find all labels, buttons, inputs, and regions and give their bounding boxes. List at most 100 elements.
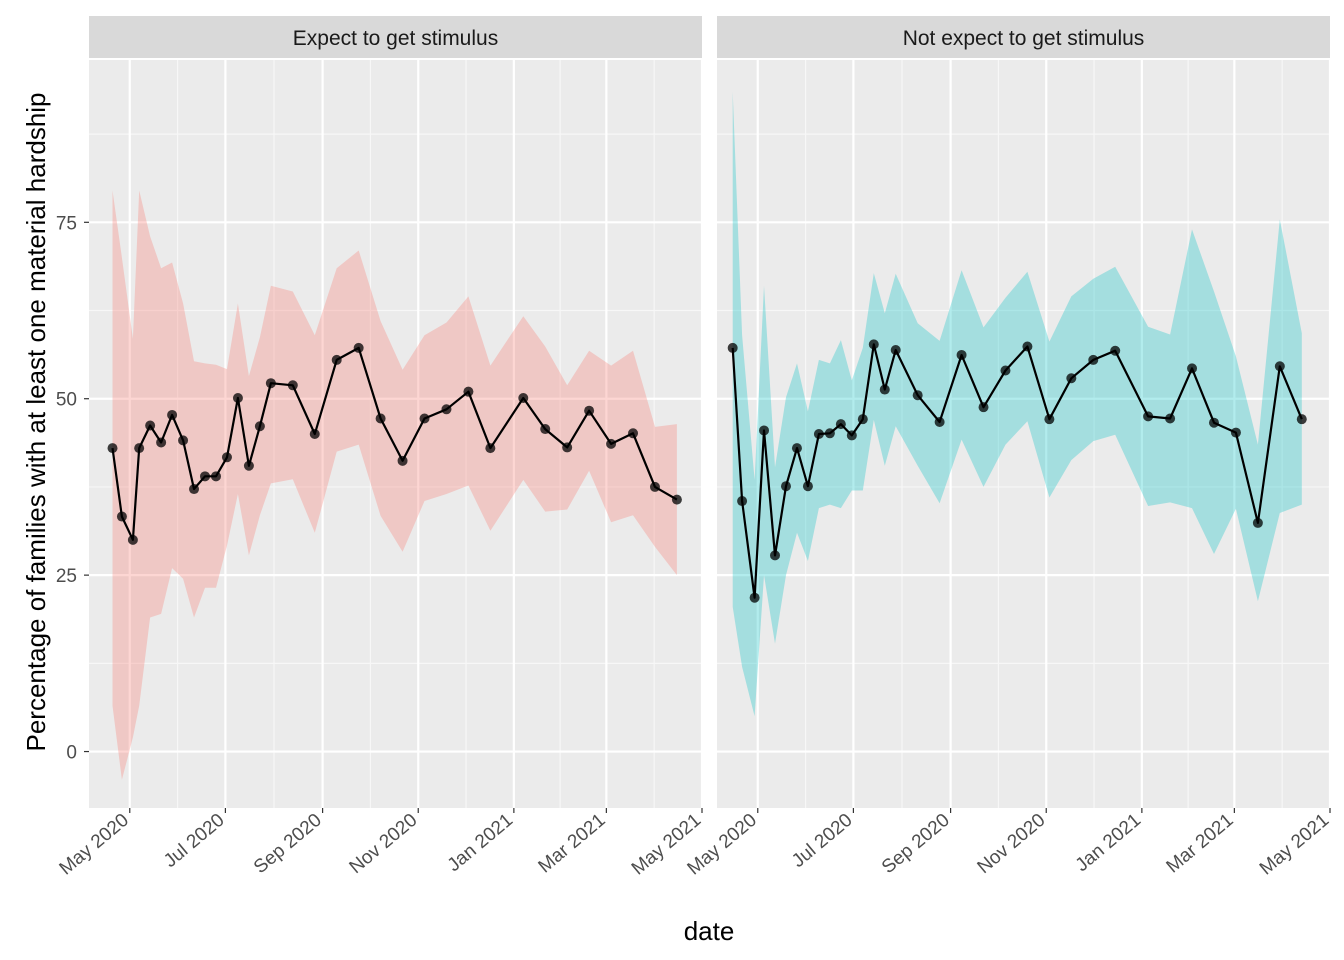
y-tick-label: 50 <box>56 390 77 411</box>
data-point <box>857 414 868 425</box>
x-tick-label: Sep 2020 <box>878 810 954 878</box>
data-point <box>727 342 738 353</box>
data-point <box>628 428 639 439</box>
plot-background <box>89 60 702 808</box>
panel-1: Expect to get stimulus 0 25 50 75 May 2020 Jul… <box>56 16 705 880</box>
series-line <box>731 343 1303 599</box>
data-point <box>879 384 890 395</box>
data-point <box>1252 517 1263 528</box>
data-point <box>759 425 770 436</box>
data-point <box>1110 345 1121 356</box>
data-point <box>934 417 945 428</box>
data-point <box>1000 365 1011 376</box>
data-point <box>606 438 617 449</box>
x-tick-label: May 2020 <box>56 810 133 880</box>
data-point <box>127 534 138 545</box>
x-axis-title: date <box>684 916 735 946</box>
y-tick-label: 75 <box>56 213 77 234</box>
series-line <box>111 346 678 541</box>
x-tick-label: Jan 2021 <box>444 810 517 876</box>
data-layer <box>727 91 1307 717</box>
gridlines <box>717 60 1330 808</box>
data-point <box>1165 413 1176 424</box>
data-point <box>441 404 452 415</box>
data-point <box>562 442 573 453</box>
confidence-ribbon <box>112 190 677 780</box>
x-tick-label: Nov 2020 <box>974 810 1050 878</box>
data-point <box>265 378 276 389</box>
data-point <box>145 420 156 431</box>
data-point <box>802 481 813 492</box>
data-point <box>649 481 660 492</box>
facet-strip-label: Not expect to get stimulus <box>903 27 1145 50</box>
data-point <box>221 452 232 463</box>
data-point <box>912 390 923 401</box>
data-point <box>824 428 835 439</box>
data-point <box>397 455 408 466</box>
data-point <box>770 550 781 561</box>
x-tick-label: Jan 2021 <box>1072 810 1145 876</box>
data-point <box>737 496 748 507</box>
data-point <box>1274 361 1285 372</box>
data-point <box>1187 363 1198 374</box>
data-point <box>1230 427 1241 438</box>
data-point <box>1143 411 1154 422</box>
data-point <box>232 393 243 404</box>
x-tick-label: Mar 2021 <box>535 810 610 878</box>
data-point <box>309 429 320 439</box>
data-layer <box>107 190 682 780</box>
data-point <box>200 471 211 482</box>
data-point <box>584 405 595 416</box>
data-point <box>189 484 200 495</box>
data-point <box>791 443 802 454</box>
data-point <box>178 435 189 446</box>
data-point <box>134 443 145 454</box>
data-point <box>540 424 551 435</box>
data-point <box>835 419 846 430</box>
y-axis-title: Percentage of families with at least one… <box>21 92 51 751</box>
x-tick-label: Sep 2020 <box>250 810 326 878</box>
facet-strip <box>717 16 1330 58</box>
y-tick-label: 25 <box>56 566 77 587</box>
data-point <box>210 471 221 482</box>
data-point <box>813 429 824 439</box>
data-point <box>671 494 682 505</box>
data-point <box>749 592 760 603</box>
facet-strip <box>89 16 702 58</box>
data-point <box>868 339 879 350</box>
data-point <box>890 345 901 356</box>
confidence-ribbon <box>732 91 1302 717</box>
x-tick-label: Jul 2020 <box>160 810 229 872</box>
x-tick-label: Jul 2020 <box>788 810 857 872</box>
data-point <box>485 443 496 454</box>
x-tick-label: May 2021 <box>1256 810 1333 880</box>
data-point <box>1296 414 1307 425</box>
data-point <box>287 380 298 391</box>
data-point <box>156 437 167 448</box>
data-point <box>1044 414 1055 425</box>
data-point <box>331 354 342 365</box>
data-point <box>1208 417 1219 428</box>
data-point <box>243 460 254 471</box>
data-point <box>1088 354 1099 365</box>
data-point <box>518 393 529 404</box>
data-point <box>1066 373 1077 384</box>
data-point <box>116 511 127 522</box>
data-point <box>463 386 474 397</box>
x-tick-label: Mar 2021 <box>1163 810 1238 878</box>
gridlines <box>89 60 702 808</box>
data-point <box>956 349 967 360</box>
data-point <box>167 409 178 420</box>
x-tick-label: Nov 2020 <box>346 810 422 878</box>
y-tick-label: 0 <box>66 743 77 764</box>
facet-strip-label: Expect to get stimulus <box>293 27 498 50</box>
data-point <box>419 413 430 424</box>
data-point <box>353 342 364 353</box>
data-point <box>780 481 791 492</box>
data-point <box>1022 341 1033 352</box>
data-point <box>978 402 989 413</box>
data-point <box>846 430 857 441</box>
data-point <box>254 421 265 432</box>
